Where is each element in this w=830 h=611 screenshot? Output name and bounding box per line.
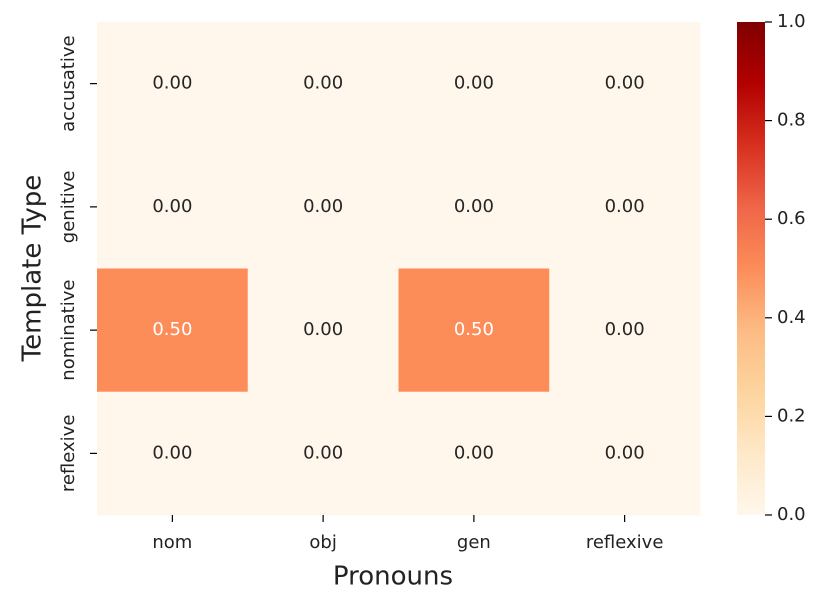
cell-label: 0.00 <box>152 73 192 94</box>
y-tick-label: accusative <box>58 35 79 131</box>
heatmap-cell <box>398 391 550 516</box>
heatmap-cell <box>247 391 399 516</box>
heatmap-cell <box>247 145 399 269</box>
cell-label: 0.00 <box>152 442 192 463</box>
heatmap-cell <box>97 391 249 516</box>
y-tick-label: nominative <box>58 280 79 381</box>
cell-label: 0.00 <box>303 442 343 463</box>
colorbar-tick-label: 0.4 <box>777 307 806 328</box>
heatmap-cell <box>549 145 701 269</box>
y-tick-label: genitive <box>58 171 79 244</box>
colorbar-tick-label: 0.0 <box>777 504 806 525</box>
colorbar-tick-label: 1.0 <box>777 11 806 32</box>
cell-label: 0.00 <box>605 319 645 340</box>
x-tick-label: nom <box>152 532 192 553</box>
heatmap-cell <box>398 145 550 269</box>
heatmap-cell <box>97 22 249 146</box>
colorbar-tick-label: 0.2 <box>777 405 806 426</box>
heatmap-cell <box>97 145 249 269</box>
y-axis-label: Template Type <box>18 175 48 363</box>
x-axis-label: Pronouns <box>333 562 453 592</box>
cell-label: 0.00 <box>303 196 343 217</box>
x-tick-label: obj <box>309 532 336 553</box>
heatmap-cell <box>398 268 550 393</box>
colorbar-tick-label: 0.8 <box>777 110 806 131</box>
y-tick-label: reflexive <box>58 415 79 493</box>
cell-label: 0.00 <box>454 442 494 463</box>
x-tick-label: gen <box>457 532 491 553</box>
colorbar <box>737 22 765 515</box>
colorbar-tick-label: 0.6 <box>777 208 806 229</box>
heatmap-cell <box>97 268 249 393</box>
cell-label: 0.00 <box>605 196 645 217</box>
cell-label: 0.50 <box>454 319 494 340</box>
cell-label: 0.00 <box>303 73 343 94</box>
heatmap-cell <box>549 22 701 146</box>
cell-label: 0.00 <box>454 196 494 217</box>
heatmap-cell <box>549 391 701 516</box>
heatmap-cell <box>247 22 399 146</box>
cell-label: 0.00 <box>454 73 494 94</box>
cell-label: 0.00 <box>605 73 645 94</box>
cell-label: 0.00 <box>152 196 192 217</box>
heatmap-cell <box>398 22 550 146</box>
cell-label: 0.00 <box>303 319 343 340</box>
heatmap-cell <box>549 268 701 393</box>
cell-label: 0.00 <box>605 442 645 463</box>
x-tick-label: reflexive <box>586 532 664 553</box>
cell-label: 0.50 <box>152 319 192 340</box>
heatmap-cell <box>247 268 399 393</box>
